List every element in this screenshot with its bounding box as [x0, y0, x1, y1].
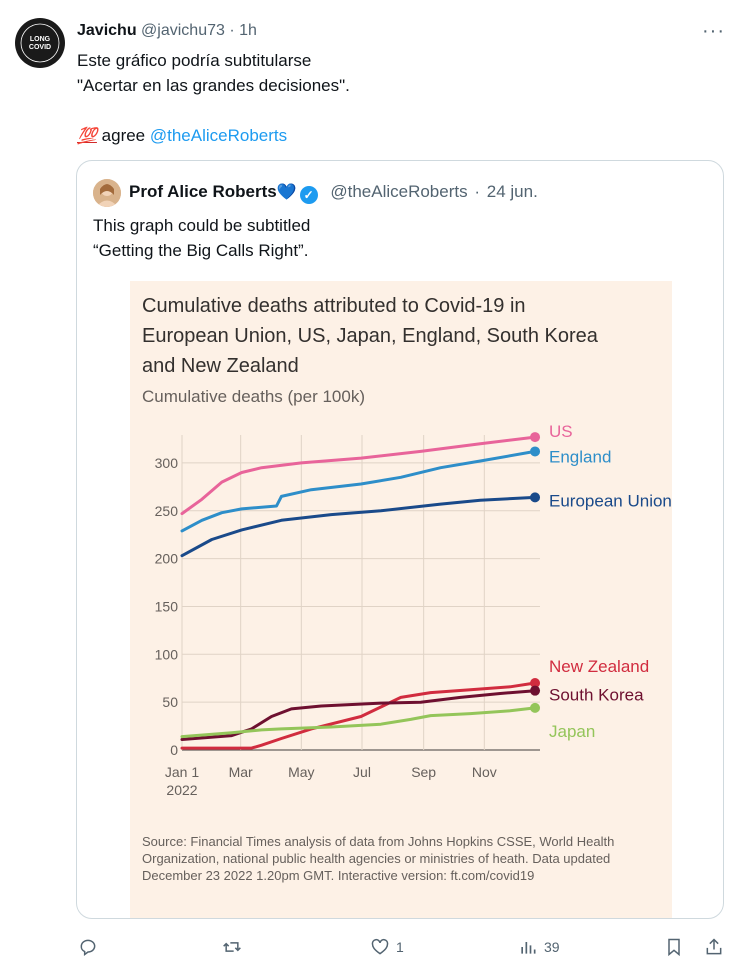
x-tick-label: Jan 1 [165, 764, 199, 780]
like-button[interactable]: 1 [370, 930, 404, 964]
y-tick-label: 300 [155, 455, 179, 471]
series-label: New Zealand [549, 657, 649, 676]
tweet-header: Javichu @javichu73 · 1h [77, 21, 257, 41]
views-button[interactable]: 39 [518, 930, 560, 964]
quoted-author-name[interactable]: Prof Alice Roberts [129, 182, 277, 201]
chart-source-note: Source: Financial Times analysis of data… [142, 834, 615, 883]
retweet-button[interactable] [222, 930, 248, 964]
hundred-points-emoji-icon: 💯 [77, 128, 97, 145]
x-tick-sublabel: 2022 [166, 782, 197, 798]
long-covid-logo-icon: LONG COVID [16, 19, 64, 67]
separator-dot: · [229, 22, 235, 39]
x-tick-label: Nov [472, 764, 497, 780]
series-line [180, 435, 537, 516]
series-line [180, 449, 537, 533]
chart-plot-area: 0 50 100 150 200 250 300 Jan 1 2022 Mar May Jul Sep N… [155, 422, 672, 798]
x-tick-label: Sep [411, 764, 436, 780]
y-tick-label: 200 [155, 551, 179, 567]
series-label: European Union [549, 491, 672, 510]
y-tick-label: 100 [155, 646, 179, 662]
series-end-marker [530, 492, 541, 503]
quoted-header: Prof Alice Roberts💙 ✓ @theAliceRoberts · … [129, 181, 538, 204]
tweet-text: Este gráfico podría subtitularse "Acerta… [77, 48, 350, 148]
author-avatar[interactable]: LONG COVID [15, 18, 65, 68]
mention-link[interactable]: @theAliceRoberts [149, 126, 288, 145]
chart-image[interactable]: Cumulative deaths attributed to Covid-19… [130, 281, 672, 918]
quoted-line-2: “Getting the Big Calls Right”. [93, 241, 309, 260]
quoted-text: This graph could be subtitled “Getting t… [93, 213, 310, 263]
avatar-text-bottom: COVID [29, 44, 51, 51]
chart-title-line-2: European Union, US, Japan, England, Sout… [142, 325, 598, 347]
reply-icon [80, 939, 96, 956]
reply-button[interactable] [78, 930, 104, 964]
quoted-date[interactable]: 24 jun. [486, 182, 538, 201]
x-tick-label: Jul [353, 764, 371, 780]
chart-title-line-1: Cumulative deaths attributed to Covid-19… [142, 295, 526, 317]
series-line [180, 706, 537, 739]
tweet-line-agree: 💯 agree @theAliceRoberts [77, 123, 350, 148]
series-label: Japan [549, 722, 595, 741]
tweet-line-1: Este gráfico podría subtitularse [77, 51, 312, 70]
quoted-author-avatar[interactable] [93, 179, 121, 207]
tweet-line-2: "Acertar en las grandes decisiones". [77, 76, 350, 95]
series-label: England [549, 447, 611, 466]
series-end-marker [530, 446, 541, 457]
heart-icon [371, 938, 389, 955]
like-count: 1 [396, 939, 404, 955]
x-tick-label: May [288, 764, 314, 780]
retweet-icon [223, 942, 241, 952]
series-end-marker [530, 702, 541, 713]
avatar-text-top: LONG [30, 36, 51, 43]
chart-title-line-3: and New Zealand [142, 355, 299, 377]
quoted-tweet[interactable]: Prof Alice Roberts💙 ✓ @theAliceRoberts · … [76, 160, 724, 919]
series-end-marker [530, 678, 541, 689]
tweet-time[interactable]: 1h [239, 22, 257, 39]
series-label: South Korea [549, 686, 644, 705]
agree-text: agree [101, 126, 146, 145]
tweet-blank-line [77, 98, 350, 123]
bar-chart-icon [521, 942, 536, 954]
series-line [180, 495, 537, 558]
person-avatar-icon [93, 179, 121, 207]
y-tick-label: 50 [162, 694, 178, 710]
blue-heart-icon: 💙 [276, 184, 297, 201]
quoted-line-1: This graph could be subtitled [93, 216, 311, 235]
x-tick-label: Mar [229, 764, 253, 780]
chart-title: Cumulative deaths attributed to Covid-19… [142, 291, 662, 381]
action-bar: 1 39 [0, 930, 750, 964]
y-tick-label: 150 [155, 598, 179, 614]
quoted-separator-dot: · [474, 182, 481, 201]
bookmark-button[interactable] [664, 930, 684, 964]
share-icon [706, 938, 722, 955]
series-label: US [549, 422, 573, 441]
quoted-author-handle[interactable]: @theAliceRoberts [330, 182, 468, 201]
y-tick-label: 0 [170, 742, 178, 758]
chart-subtitle: Cumulative deaths (per 100k) [142, 387, 366, 406]
series-end-marker [530, 685, 541, 696]
y-tick-label: 250 [155, 503, 179, 519]
share-button[interactable] [704, 930, 724, 964]
author-name[interactable]: Javichu [77, 22, 137, 39]
series-line [180, 681, 537, 750]
bookmark-icon [668, 938, 680, 957]
verified-badge-icon: ✓ [299, 186, 318, 204]
author-handle[interactable]: @javichu73 [141, 22, 225, 39]
series-end-marker [530, 432, 541, 443]
more-options-icon[interactable]: ··· [702, 20, 725, 42]
views-count: 39 [544, 939, 560, 955]
